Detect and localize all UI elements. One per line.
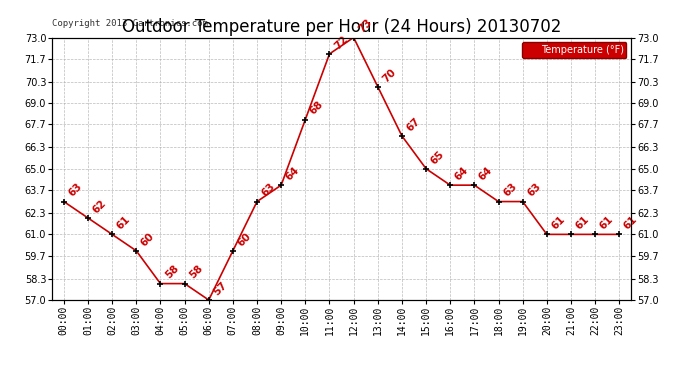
Title: Outdoor Temperature per Hour (24 Hours) 20130702: Outdoor Temperature per Hour (24 Hours) … [122,18,561,36]
Text: 60: 60 [139,231,157,248]
Text: 68: 68 [308,99,326,117]
Text: 64: 64 [284,165,302,182]
Text: 61: 61 [574,214,591,232]
Text: 58: 58 [164,264,181,281]
Text: 72: 72 [333,34,350,51]
Text: 58: 58 [188,264,205,281]
Text: 63: 63 [502,182,519,199]
Text: 63: 63 [260,182,277,199]
Text: Copyright 2013 Cartronics.com: Copyright 2013 Cartronics.com [52,19,208,28]
Text: 70: 70 [381,66,398,84]
Text: 61: 61 [598,214,615,232]
Text: 65: 65 [429,148,446,166]
Text: 64: 64 [453,165,471,182]
Text: 57: 57 [212,280,229,297]
Text: 61: 61 [622,214,640,232]
Text: 60: 60 [236,231,253,248]
Text: 64: 64 [477,165,495,182]
Text: 63: 63 [526,182,543,199]
Text: 61: 61 [115,214,132,232]
Text: 63: 63 [67,182,84,199]
Text: 62: 62 [91,198,108,215]
Legend: Temperature (°F): Temperature (°F) [522,42,627,58]
Text: 73: 73 [357,17,374,35]
Text: 61: 61 [550,214,567,232]
Text: 67: 67 [405,116,422,133]
